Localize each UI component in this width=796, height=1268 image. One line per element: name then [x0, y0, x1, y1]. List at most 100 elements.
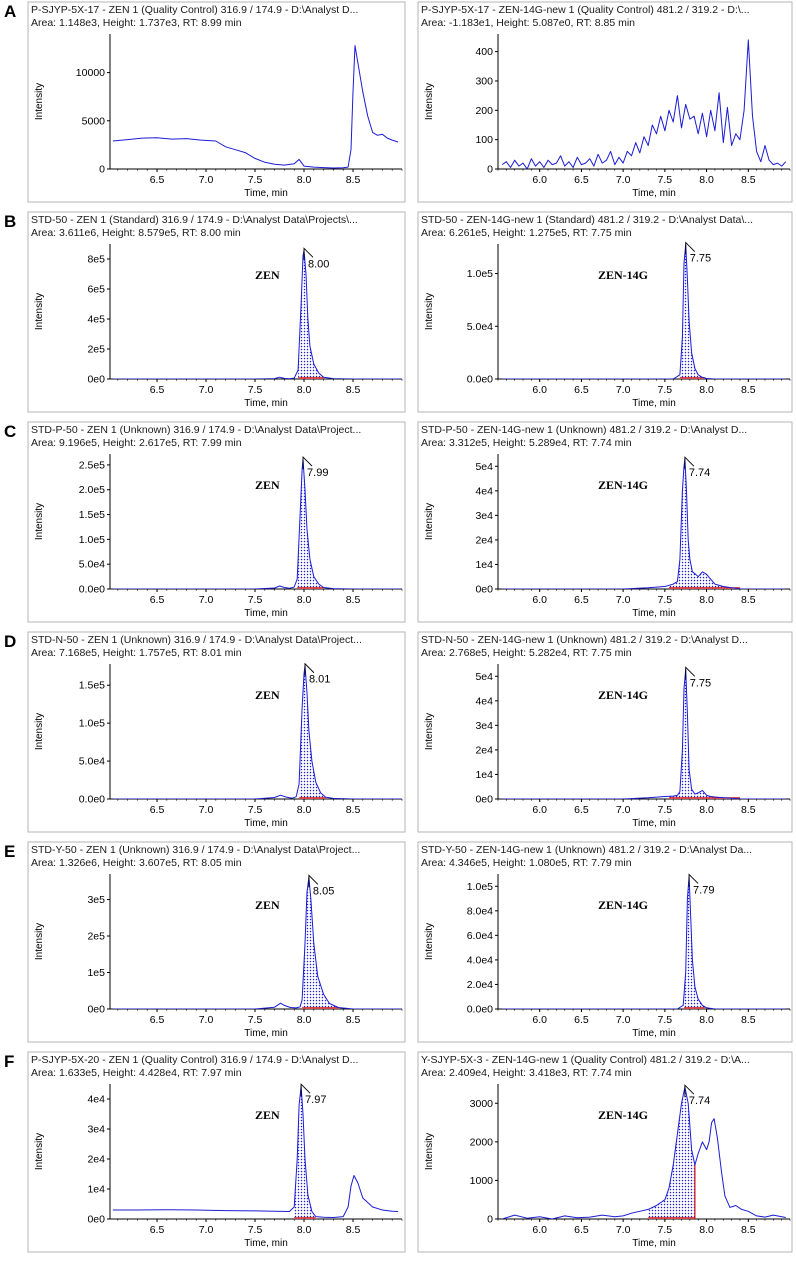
x-tick-label: 7.0	[199, 594, 214, 606]
peak-rt-label: 8.00	[308, 258, 329, 270]
x-tick-label: 8.0	[699, 174, 714, 186]
chromatogram-d-left: STD-N-50 - ZEN 1 (Unknown) 316.9 / 174.9…	[27, 631, 406, 833]
compound-label: ZEN-14G	[598, 268, 648, 282]
y-tick-label: 4e4	[475, 485, 493, 497]
compound-label: ZEN-14G	[598, 478, 648, 492]
panel-frame	[417, 1051, 793, 1253]
y-axis-title: Intensity	[34, 713, 45, 750]
y-axis-title: Intensity	[424, 503, 435, 540]
x-axis-title: Time, min	[632, 1238, 676, 1249]
y-tick-label: 3e4	[475, 510, 493, 522]
peak-rt-label: 7.74	[689, 1095, 710, 1107]
peak-apex-marker	[304, 662, 315, 676]
panel-frame	[417, 841, 793, 1043]
y-axis-title: Intensity	[424, 713, 435, 750]
peak-rt-label: 7.74	[689, 467, 710, 479]
peak-summary: Area: 6.261e5, Height: 1.275e5, RT: 7.75…	[421, 227, 632, 239]
compound-label: ZEN	[255, 688, 280, 702]
y-tick-label: 4e4	[87, 1094, 105, 1106]
y-axis-title: Intensity	[34, 1133, 45, 1170]
y-tick-label: 10000	[76, 67, 105, 79]
compound-label: ZEN-14G	[598, 898, 648, 912]
x-tick-label: 7.5	[658, 594, 673, 606]
peak-area-fill	[299, 665, 326, 799]
y-tick-label: 5e4	[475, 671, 493, 683]
chromatogram-a-right: P-SJYP-5X-17 - ZEN-14G-new 1 (Quality Co…	[417, 1, 793, 203]
x-tick-label: 7.0	[199, 384, 214, 396]
y-tick-label: 4e5	[87, 314, 105, 326]
y-tick-label: 0.0e0	[467, 374, 493, 386]
chromatogram-b-left: STD-50 - ZEN 1 (Standard) 316.9 / 174.9 …	[27, 211, 406, 413]
peak-apex-marker	[685, 241, 696, 255]
y-tick-label: 100	[475, 134, 493, 146]
x-tick-label: 8.0	[699, 1224, 714, 1236]
x-tick-label: 7.0	[199, 804, 214, 816]
x-tick-label: 7.0	[616, 1224, 631, 1236]
y-tick-label: 200	[475, 105, 493, 117]
x-tick-label: 6.5	[150, 804, 165, 816]
chromatogram-f-right: Y-SJYP-5X-3 - ZEN-14G-new 1 (Quality Con…	[417, 1051, 793, 1253]
chart-title: STD-50 - ZEN-14G-new 1 (Standard) 481.2 …	[421, 214, 753, 226]
peak-summary: Area: 2.409e4, Height: 3.418e3, RT: 7.74…	[421, 1067, 632, 1079]
y-tick-label: 1e4	[475, 559, 493, 571]
peak-rt-label: 8.01	[309, 674, 330, 686]
x-axis-title: Time, min	[632, 398, 676, 409]
x-tick-label: 6.5	[574, 384, 589, 396]
x-tick-label: 6.0	[532, 594, 547, 606]
chromatogram-d-right: STD-N-50 - ZEN-14G-new 1 (Unknown) 481.2…	[417, 631, 793, 833]
y-tick-label: 2.0e4	[467, 979, 493, 991]
y-tick-label: 300	[475, 75, 493, 87]
x-tick-label: 8.5	[741, 1224, 756, 1236]
x-tick-label: 7.0	[616, 1014, 631, 1026]
x-tick-label: 8.0	[699, 804, 714, 816]
compound-label: ZEN	[255, 268, 280, 282]
x-tick-label: 7.0	[199, 1014, 214, 1026]
x-tick-label: 7.5	[248, 174, 263, 186]
x-tick-label: 8.0	[297, 594, 312, 606]
y-tick-label: 0e0	[87, 1214, 105, 1226]
peak-rt-label: 8.05	[313, 885, 334, 897]
panel-frame	[417, 631, 793, 833]
y-tick-label: 5e4	[475, 461, 493, 473]
y-tick-label: 5.0e4	[79, 756, 105, 768]
x-axis-title: Time, min	[244, 608, 288, 619]
x-tick-label: 7.5	[658, 174, 673, 186]
peak-rt-label: 7.79	[693, 884, 714, 896]
x-tick-label: 8.0	[297, 804, 312, 816]
peak-area-fill	[298, 250, 324, 379]
y-axis-title: Intensity	[34, 83, 45, 120]
x-tick-label: 7.5	[658, 1014, 673, 1026]
peak-apex-marker	[300, 1083, 311, 1097]
panel-label-e: E	[4, 842, 15, 861]
y-tick-label: 6e5	[87, 284, 105, 296]
panel-label-f: F	[4, 1052, 14, 1071]
y-tick-label: 0.0e0	[79, 794, 105, 806]
chromatogram-e-right: STD-Y-50 - ZEN-14G-new 1 (Unknown) 481.2…	[417, 841, 793, 1043]
y-tick-label: 2e4	[87, 1154, 105, 1166]
x-tick-label: 7.5	[248, 1224, 263, 1236]
y-tick-label: 5.0e4	[79, 559, 105, 571]
chromatogram-trace	[112, 249, 402, 379]
chart-title: P-SJYP-5X-20 - ZEN 1 (Quality Control) 3…	[31, 1054, 358, 1066]
y-tick-label: 0e0	[87, 374, 105, 386]
y-tick-label: 0	[487, 164, 493, 176]
x-tick-label: 8.5	[741, 804, 756, 816]
x-tick-label: 6.0	[532, 804, 547, 816]
panel-label-d: D	[4, 632, 16, 651]
peak-rt-label: 7.97	[305, 1094, 326, 1106]
peak-summary: Area: 7.168e5, Height: 1.757e5, RT: 8.01…	[31, 647, 242, 659]
y-tick-label: 2e5	[87, 931, 105, 943]
x-tick-label: 6.5	[574, 174, 589, 186]
y-tick-label: 3e5	[87, 894, 105, 906]
chart-title: Y-SJYP-5X-3 - ZEN-14G-new 1 (Quality Con…	[421, 1054, 750, 1066]
y-tick-label: 2000	[470, 1136, 494, 1148]
panel-frame	[417, 211, 793, 413]
panel-label-c: C	[4, 422, 16, 441]
x-axis-title: Time, min	[244, 398, 288, 409]
peak-summary: Area: 3.312e5, Height: 5.289e4, RT: 7.74…	[421, 437, 632, 449]
peak-summary: Area: 9.196e5, Height: 2.617e5, RT: 7.99…	[31, 437, 242, 449]
y-tick-label: 0.0e0	[79, 584, 105, 596]
chromatogram-c-left: STD-P-50 - ZEN 1 (Unknown) 316.9 / 174.9…	[27, 421, 406, 623]
y-axis-title: Intensity	[34, 923, 45, 960]
peak-area-fill	[294, 1086, 316, 1219]
